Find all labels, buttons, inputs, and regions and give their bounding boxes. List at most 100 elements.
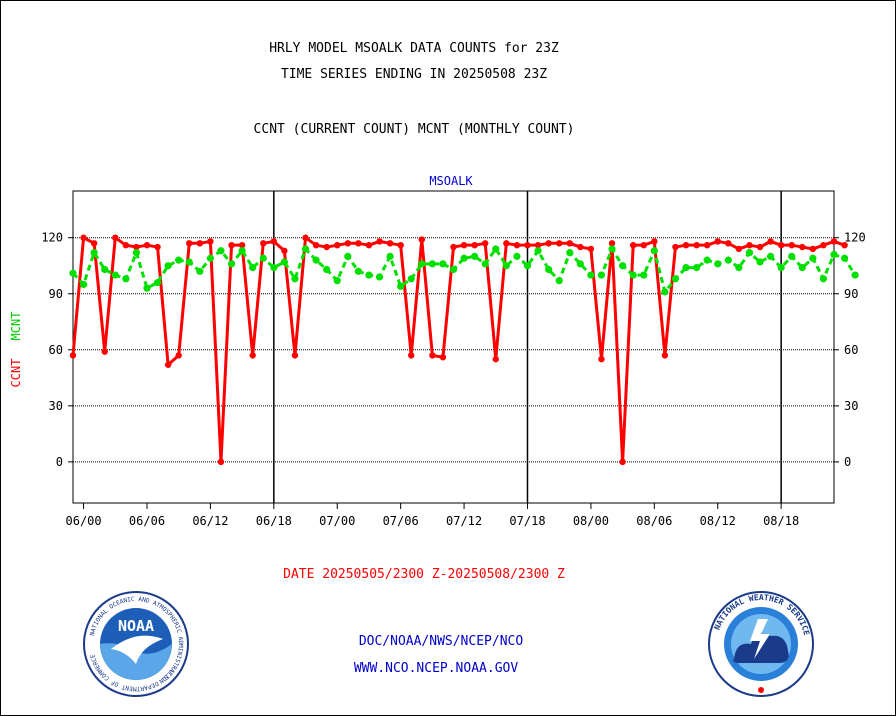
- point-mcnt: [576, 260, 584, 268]
- point-ccnt: [238, 241, 246, 249]
- point-mcnt: [692, 263, 701, 272]
- point-mcnt: [397, 282, 405, 290]
- point-mcnt: [206, 254, 215, 262]
- point-mcnt: [217, 247, 225, 255]
- point-ccnt: [228, 241, 235, 249]
- point-ccnt: [566, 240, 573, 247]
- ytick-left-90: 90: [49, 287, 63, 301]
- point-ccnt: [133, 243, 140, 251]
- point-ccnt: [513, 241, 521, 249]
- point-ccnt: [408, 352, 415, 359]
- point-mcnt: [819, 275, 828, 283]
- point-mcnt: [545, 265, 553, 274]
- point-ccnt: [249, 352, 256, 359]
- point-ccnt: [397, 241, 404, 249]
- point-mcnt: [650, 247, 658, 255]
- point-ccnt: [809, 245, 817, 253]
- point-mcnt: [344, 252, 352, 260]
- point-ccnt: [640, 241, 647, 249]
- point-mcnt: [566, 249, 574, 257]
- point-ccnt: [143, 241, 151, 249]
- point-mcnt: [79, 280, 88, 289]
- website-link[interactable]: WWW.NCO.NCEP.NOAA.GOV: [353, 661, 519, 676]
- point-mcnt: [502, 262, 510, 270]
- point-mcnt: [587, 271, 595, 279]
- point-ccnt: [217, 458, 225, 466]
- point-ccnt: [820, 241, 827, 249]
- point-ccnt: [439, 354, 447, 361]
- point-ccnt: [703, 241, 711, 249]
- point-mcnt: [101, 265, 109, 274]
- xtick-label: 08/12: [700, 514, 736, 528]
- series-line-ccnt: [71, 236, 846, 464]
- point-mcnt: [798, 263, 806, 272]
- point-mcnt: [534, 247, 542, 255]
- ylabel-mcnt: MCNT: [9, 312, 23, 341]
- point-mcnt: [143, 284, 151, 292]
- point-mcnt: [766, 252, 775, 260]
- point-ccnt: [418, 236, 425, 243]
- point-mcnt: [153, 278, 162, 287]
- point-mcnt: [608, 245, 616, 253]
- xtick-label: 06/18: [256, 514, 292, 528]
- point-mcnt: [756, 258, 764, 266]
- point-mcnt: [513, 252, 521, 260]
- point-mcnt: [661, 288, 669, 296]
- point-mcnt: [132, 249, 141, 257]
- point-ccnt: [830, 238, 838, 245]
- point-ccnt: [503, 240, 510, 247]
- ytick-right-90: 90: [844, 287, 858, 301]
- point-ccnt: [482, 240, 489, 247]
- xtick-label: 08/06: [636, 514, 672, 528]
- point-mcnt: [809, 254, 817, 262]
- point-ccnt: [80, 234, 87, 241]
- point-mcnt: [597, 271, 606, 279]
- ytick-right-60: 60: [844, 343, 858, 357]
- xtick-label: 08/00: [573, 514, 609, 528]
- point-mcnt: [439, 260, 447, 268]
- point-mcnt: [523, 262, 532, 270]
- station-label: MSOALK: [429, 174, 473, 188]
- point-ccnt: [714, 238, 721, 245]
- series-points: [69, 234, 859, 466]
- point-mcnt: [312, 256, 320, 264]
- xtick-label: 07/00: [319, 514, 355, 528]
- ytick-left-30: 30: [49, 399, 63, 413]
- point-mcnt: [354, 267, 362, 275]
- point-ccnt: [291, 352, 299, 359]
- point-ccnt: [196, 240, 204, 247]
- point-mcnt: [735, 263, 743, 272]
- point-mcnt: [703, 256, 711, 264]
- grid-lines: [73, 237, 834, 463]
- point-ccnt: [260, 240, 267, 247]
- point-ccnt: [555, 240, 563, 247]
- point-ccnt: [429, 352, 436, 359]
- point-ccnt: [344, 240, 352, 247]
- point-ccnt: [672, 243, 679, 251]
- point-ccnt: [302, 234, 309, 241]
- point-mcnt: [375, 273, 384, 281]
- point-mcnt: [460, 254, 468, 262]
- point-ccnt: [524, 241, 531, 249]
- point-ccnt: [386, 240, 394, 247]
- point-mcnt: [301, 245, 310, 253]
- point-mcnt: [428, 260, 436, 268]
- point-mcnt: [259, 254, 267, 262]
- point-ccnt: [355, 240, 362, 247]
- point-mcnt: [619, 262, 627, 270]
- point-ccnt: [281, 247, 288, 254]
- point-ccnt: [661, 352, 669, 359]
- xtick-label: 07/12: [446, 514, 482, 528]
- date-range-label: DATE 20250505/2300 Z-20250508/2300 Z: [283, 567, 565, 582]
- chart-title-line1: HRLY MODEL MSOALK DATA COUNTS for 23Z: [269, 41, 559, 56]
- point-ccnt: [651, 238, 658, 245]
- xtick-label: 07/18: [509, 514, 545, 528]
- point-ccnt: [629, 241, 637, 249]
- ytick-right-120: 120: [844, 231, 866, 245]
- point-ccnt: [90, 240, 98, 247]
- point-mcnt: [671, 275, 680, 283]
- point-ccnt: [69, 352, 77, 359]
- point-mcnt: [724, 256, 732, 264]
- point-mcnt: [323, 265, 331, 274]
- point-ccnt: [735, 245, 743, 253]
